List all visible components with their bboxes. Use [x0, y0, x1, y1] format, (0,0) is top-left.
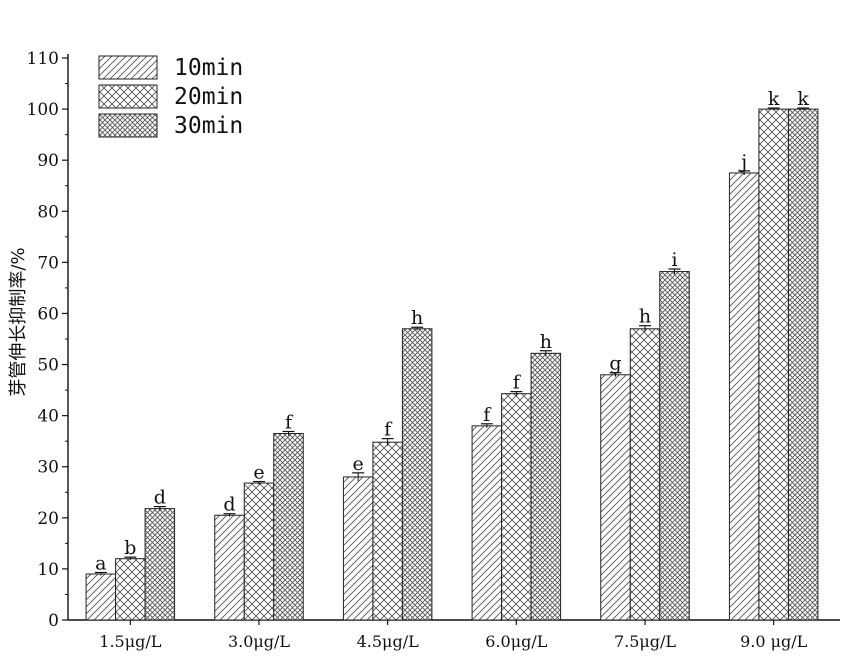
- y-tick-label: 20: [37, 509, 59, 529]
- bar: [342, 476, 374, 621]
- bar: [629, 328, 661, 621]
- legend-swatch: [98, 113, 158, 138]
- significance-label: g: [609, 353, 621, 375]
- bar: [787, 108, 819, 621]
- y-tick-label: 70: [37, 253, 59, 273]
- x-tick-label: 9.0 μg/L: [740, 632, 808, 651]
- bar: [85, 573, 117, 621]
- bar: [758, 108, 789, 621]
- bar: [243, 482, 275, 621]
- y-tick-label: 10: [37, 560, 59, 580]
- x-tick-label: 6.0μg/L: [485, 632, 547, 651]
- bar: [600, 374, 631, 621]
- significance-label: h: [411, 307, 423, 329]
- significance-label: b: [124, 537, 136, 559]
- bar: [401, 328, 433, 621]
- x-tick-label: 4.5μg/L: [357, 632, 419, 651]
- significance-label: j: [739, 151, 747, 173]
- bar: [214, 514, 245, 621]
- significance-label: e: [253, 462, 264, 484]
- legend-label: 20min: [174, 84, 243, 110]
- significance-label: e: [353, 453, 364, 475]
- significance-label: d: [223, 494, 235, 516]
- bar: [115, 558, 146, 621]
- significance-label: h: [540, 331, 552, 353]
- significance-label: k: [797, 88, 809, 110]
- y-tick-label: 40: [37, 407, 59, 427]
- significance-label: d: [154, 487, 166, 509]
- y-axis-label: 芽管伸长抑制率/%: [8, 247, 29, 396]
- significance-label: i: [671, 249, 677, 271]
- significance-label: f: [285, 411, 294, 433]
- bar: [659, 271, 690, 621]
- y-tick-label: 50: [37, 356, 59, 376]
- legend-swatch: [98, 84, 158, 109]
- significance-label: h: [639, 306, 651, 328]
- bar: [273, 433, 304, 621]
- significance-label: k: [768, 88, 780, 110]
- significance-label: f: [384, 419, 393, 441]
- significance-label: a: [95, 552, 106, 574]
- bars: [85, 107, 819, 621]
- bar: [372, 441, 403, 621]
- y-tick-label: 90: [37, 151, 59, 171]
- bar: [530, 352, 562, 621]
- x-tick-label: 1.5μg/L: [99, 632, 161, 651]
- significance-label: f: [483, 404, 492, 426]
- legend-label: 30min: [174, 113, 243, 139]
- bar: [728, 172, 760, 621]
- bar: [501, 393, 532, 621]
- significance-label: f: [513, 372, 522, 394]
- axes: 0 10 20 30 40 50 60 70 80 90 100 110 1.5μg/L 3.0μg/L 4…: [27, 49, 840, 651]
- x-tick-label: 7.5μg/L: [614, 632, 676, 651]
- legend-label: 10min: [174, 55, 243, 81]
- legend: 10min 20min 30min: [98, 55, 243, 139]
- bar: [471, 425, 503, 621]
- y-tick-label: 60: [37, 304, 59, 324]
- x-tick-label: 3.0μg/L: [228, 632, 290, 651]
- y-tick-label: 0: [48, 611, 59, 631]
- y-tick-label: 100: [27, 100, 59, 120]
- y-tick-label: 30: [37, 458, 59, 478]
- y-tick-label: 110: [27, 49, 59, 69]
- y-tick-label: 80: [37, 202, 59, 222]
- bar: [144, 508, 176, 621]
- legend-swatch: [98, 55, 158, 80]
